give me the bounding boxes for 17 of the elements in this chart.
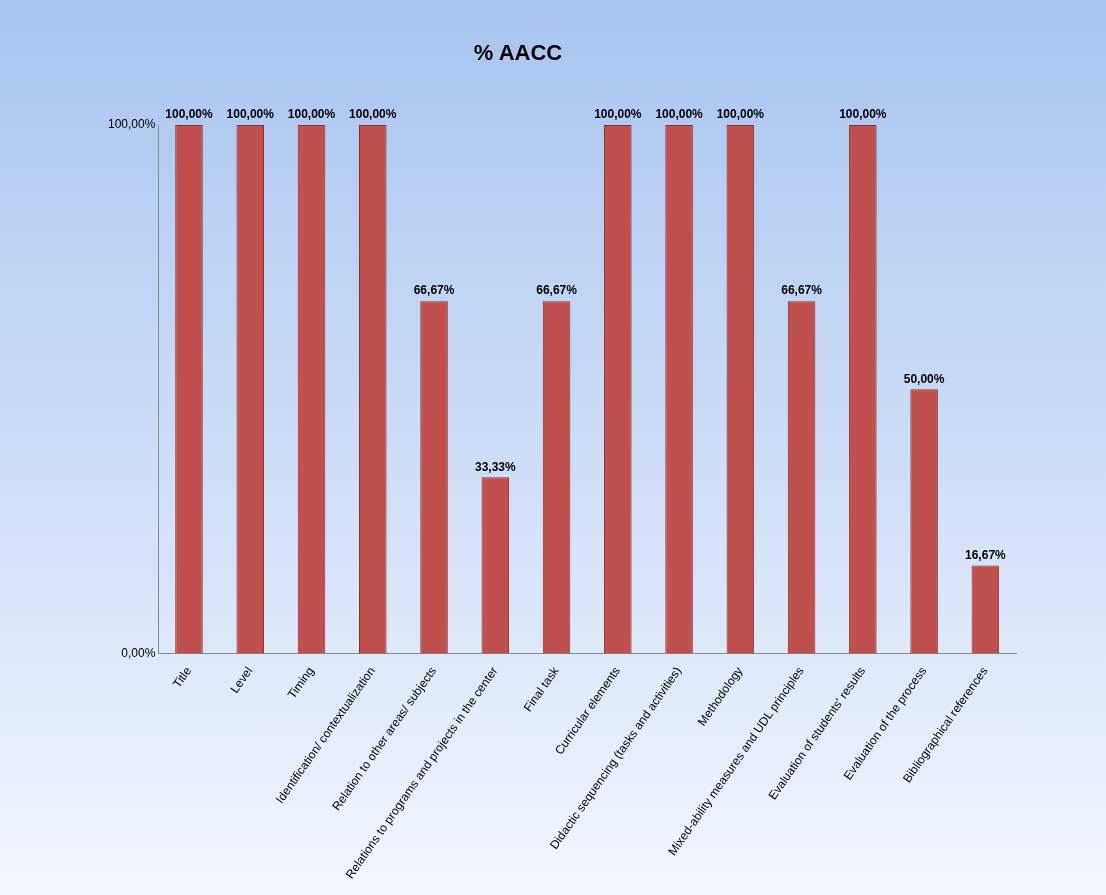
data-label: 66,67% bbox=[413, 283, 455, 298]
data-label: 100,00% bbox=[839, 107, 887, 122]
data-label: 66,67% bbox=[781, 283, 823, 298]
chart-title: % AACC bbox=[472, 40, 564, 66]
data-label: 100,00% bbox=[287, 107, 336, 122]
data-label: 66,67% bbox=[536, 283, 578, 298]
data-label: 100,00% bbox=[655, 107, 704, 122]
data-label: 100,00% bbox=[594, 107, 642, 122]
y-tick-label: 0,00% bbox=[121, 645, 156, 660]
data-label: 100,00% bbox=[349, 107, 397, 122]
x-tick-label: Title bbox=[169, 663, 195, 691]
data-label: 100,00% bbox=[226, 107, 275, 122]
data-label: 50,00% bbox=[903, 371, 945, 386]
data-label: 100,00% bbox=[716, 107, 765, 122]
data-label: 16,67% bbox=[965, 547, 1007, 562]
data-label: 100,00% bbox=[165, 107, 214, 122]
data-label: 33,33% bbox=[474, 459, 516, 474]
